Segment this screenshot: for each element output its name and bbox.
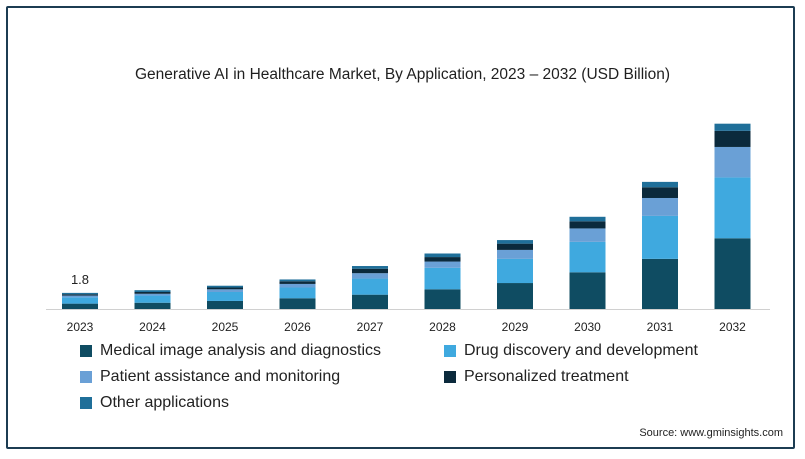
bar-segment-2027-s4 <box>352 266 388 269</box>
bar-segment-2030-s1 <box>569 241 606 273</box>
legend-item-medical-image: Medical image analysis and diagnostics <box>80 342 381 360</box>
bar-segment-2028-s0 <box>424 289 461 309</box>
annotation-layer: 1.8 <box>71 272 89 287</box>
bar-segment-2023-s0 <box>62 303 98 309</box>
legend: Medical image analysis and diagnostics D… <box>80 342 780 420</box>
bar-segment-2027-s0 <box>352 294 388 309</box>
bar-segment-2032-s3 <box>714 130 751 147</box>
legend-label: Medical image analysis and diagnostics <box>100 342 382 359</box>
bar-segment-2026-s4 <box>279 279 316 282</box>
bar-segment-2024-s1 <box>134 295 171 303</box>
bar-segment-2025-s0 <box>207 300 243 309</box>
bar-segment-2028-s1 <box>424 267 461 290</box>
bar-segment-2023-s3 <box>62 294 98 296</box>
x-tick-label-2027: 2027 <box>357 320 384 334</box>
x-tick-label-2031: 2031 <box>647 320 674 334</box>
legend-item-other-applications: Other applications <box>80 394 229 412</box>
legend-label: Drug discovery and development <box>464 342 698 359</box>
bar-segment-2023-s2 <box>62 295 98 298</box>
bar-segment-2023-s1 <box>62 297 98 304</box>
bar-segment-2031-s1 <box>642 215 678 259</box>
bar-segment-2031-s0 <box>642 258 678 309</box>
x-tick-label-2028: 2028 <box>429 320 456 334</box>
legend-swatch <box>80 397 92 409</box>
x-tick-label-2023: 2023 <box>67 320 94 334</box>
bar-segment-2027-s3 <box>352 268 388 274</box>
bar-segment-2031-s3 <box>642 187 678 198</box>
x-tick-label-2026: 2026 <box>284 320 311 334</box>
bar-segment-2028-s4 <box>424 253 461 258</box>
bar-segment-2025-s1 <box>207 291 243 301</box>
bar-segment-2023-s4 <box>62 292 98 295</box>
bar-segment-2024-s4 <box>134 290 171 292</box>
bar-segment-2026-s3 <box>279 281 316 284</box>
x-tick-label-2025: 2025 <box>212 320 239 334</box>
bar-segment-2027-s2 <box>352 273 388 279</box>
bar-segment-2031-s2 <box>642 197 678 216</box>
x-tick-label-2032: 2032 <box>719 320 746 334</box>
legend-swatch <box>444 371 456 383</box>
x-tick-label-2024: 2024 <box>139 320 166 334</box>
source-note: Source: www.gminsights.com <box>639 427 783 439</box>
bar-segment-2029-s4 <box>497 240 533 244</box>
bars-layer <box>62 123 751 309</box>
data-label-2023: 1.8 <box>71 272 89 287</box>
legend-label: Patient assistance and monitoring <box>100 368 341 385</box>
bar-segment-2029-s2 <box>497 249 533 259</box>
bar-segment-2028-s3 <box>424 257 461 262</box>
bar-segment-2032-s4 <box>714 123 751 131</box>
bar-segment-2030-s4 <box>569 216 606 222</box>
bar-segment-2029-s1 <box>497 258 533 284</box>
x-tick-labels: 2023 2024 2025 2026 2027 2028 2029 2030 2031 2032 <box>67 320 747 334</box>
bar-segment-2025-s4 <box>207 285 243 288</box>
legend-swatch <box>80 345 92 357</box>
x-tick-label-2029: 2029 <box>502 320 529 334</box>
bar-segment-2032-s1 <box>714 177 751 239</box>
legend-swatch <box>80 371 92 383</box>
bar-segment-2030-s3 <box>569 221 606 229</box>
bar-segment-2026-s1 <box>279 287 316 299</box>
bar-segment-2024-s0 <box>134 302 171 309</box>
bar-segment-2026-s2 <box>279 283 316 288</box>
chart-title: Generative AI in Healthcare Market, By A… <box>134 66 671 83</box>
legend-label: Personalized treatment <box>464 368 629 385</box>
bar-segment-2025-s2 <box>207 289 243 292</box>
bar-segment-2024-s2 <box>134 293 171 296</box>
legend-swatch <box>444 345 456 357</box>
legend-item-personalized-treatment: Personalized treatment <box>444 368 629 386</box>
legend-item-patient-assistance: Patient assistance and monitoring <box>80 368 340 386</box>
x-tick-label-2030: 2030 <box>574 320 601 334</box>
legend-label: Other applications <box>100 394 229 411</box>
bar-segment-2029-s3 <box>497 243 533 250</box>
legend-item-drug-discovery: Drug discovery and development <box>444 342 698 360</box>
bar-segment-2031-s4 <box>642 181 678 188</box>
bar-segment-2025-s3 <box>207 287 243 290</box>
bar-segment-2030-s2 <box>569 228 606 242</box>
bar-segment-2029-s0 <box>497 283 533 309</box>
bar-segment-2027-s1 <box>352 278 388 295</box>
bar-segment-2032-s0 <box>714 238 751 309</box>
bar-segment-2032-s2 <box>714 146 751 178</box>
bar-segment-2030-s0 <box>569 272 606 309</box>
bar-segment-2028-s2 <box>424 261 461 268</box>
bar-segment-2026-s0 <box>279 298 316 309</box>
bar-segment-2024-s3 <box>134 291 171 294</box>
